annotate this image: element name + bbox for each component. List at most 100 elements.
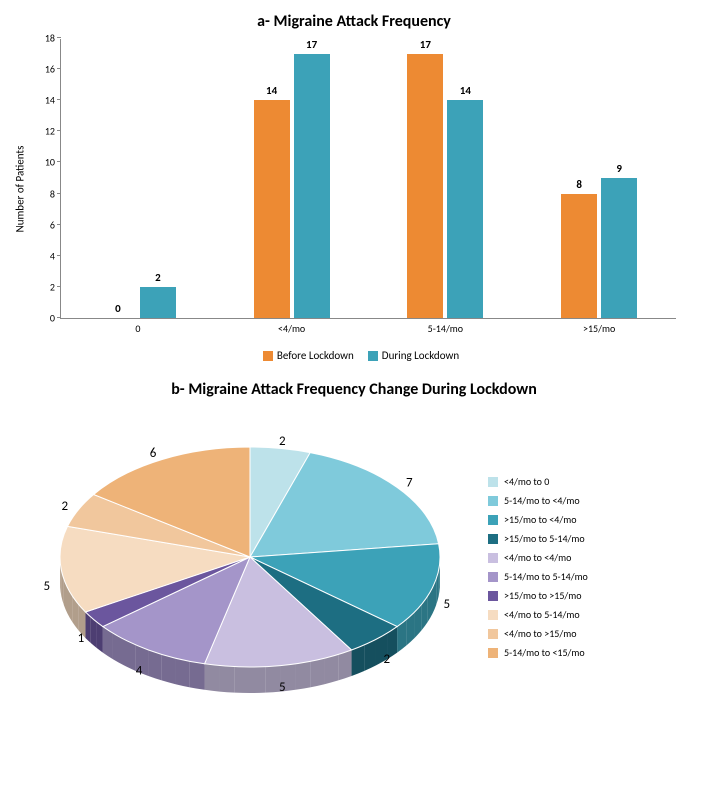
pie-slice-label: 6 <box>150 446 157 461</box>
pie-slice-label: 2 <box>61 499 68 514</box>
x-category-label: >15/mo <box>583 322 615 335</box>
legend-label: <4/mo to 5-14/mo <box>504 605 580 624</box>
pie-chart-title: b- Migraine Attack Frequency Change Duri… <box>12 380 696 399</box>
bar-value-label: 14 <box>266 84 277 97</box>
pie-legend-row: <4/mo to 0 <box>488 472 588 491</box>
legend-swatch <box>488 534 498 544</box>
pie-slice-side <box>190 661 205 689</box>
y-tick: 16 <box>33 63 55 76</box>
bar: 2 <box>140 287 176 318</box>
pie-slice-side <box>162 654 176 684</box>
bar-chart-legend: Before Lockdown During Lockdown <box>12 349 696 362</box>
pie-chart-wrap: 2752541526 <4/mo to 05-14/mo to <4/mo>15… <box>30 407 696 727</box>
y-tick: 12 <box>33 125 55 138</box>
pie-slice-side <box>324 654 338 684</box>
pie-slice-label: 2 <box>384 652 391 667</box>
x-category-label: 0 <box>135 322 140 335</box>
pie-slice-side <box>338 650 351 680</box>
legend-swatch <box>488 610 498 620</box>
pie-slice-label: 5 <box>443 597 450 612</box>
y-tick: 10 <box>33 156 55 169</box>
pie-chart-legend: <4/mo to 05-14/mo to <4/mo>15/mo to <4/m… <box>488 472 588 662</box>
pie-legend-row: >15/mo to 5-14/mo <box>488 529 588 548</box>
y-tick: 8 <box>33 187 55 200</box>
legend-swatch <box>488 477 498 487</box>
bar-value-label: 14 <box>460 84 471 97</box>
bar: 8 <box>561 194 597 318</box>
bar-value-label: 0 <box>115 302 121 315</box>
y-tick: 4 <box>33 249 55 262</box>
bar: 17 <box>294 54 330 318</box>
legend-swatch <box>488 591 498 601</box>
pie-chart-svg: 2752541526 <box>30 407 470 727</box>
pie-slice-side <box>310 658 324 687</box>
y-tick: 2 <box>33 280 55 293</box>
x-category-label: <4/mo <box>278 322 305 335</box>
y-tick: 14 <box>33 94 55 107</box>
bar: 14 <box>254 100 290 318</box>
pie-legend-row: >15/mo to >15/mo <box>488 586 588 605</box>
bar-plot-area: 0246810121416180201417<4/mo17145-14/mo89… <box>60 39 676 319</box>
pie-slice-label: 1 <box>78 631 85 646</box>
legend-swatch <box>368 351 378 361</box>
legend-label: >15/mo to <4/mo <box>504 510 576 529</box>
bar-group: 02 <box>100 287 176 318</box>
legend-swatch <box>488 629 498 639</box>
pie-slice-side <box>205 664 220 692</box>
y-tick: 18 <box>33 32 55 45</box>
bar: 9 <box>601 178 637 318</box>
bar-chart-area: Number of Patients 024681012141618020141… <box>60 39 676 339</box>
pie-legend-row: >15/mo to <4/mo <box>488 510 588 529</box>
pie-title-text: Migraine Attack Frequency Change During … <box>188 380 536 399</box>
pie-slice-side <box>235 667 250 693</box>
legend-swatch <box>488 572 498 582</box>
pie-slice-side <box>220 666 235 693</box>
legend-label: 5-14/mo to 5-14/mo <box>504 567 588 586</box>
bar-value-label: 8 <box>576 178 582 191</box>
legend-swatch <box>263 351 273 361</box>
bar-value-label: 9 <box>616 162 622 175</box>
y-axis-label: Number of Patients <box>14 146 27 233</box>
bar-group: 89 <box>561 178 637 318</box>
bar-value-label: 17 <box>420 38 431 51</box>
pie-legend-row: 5-14/mo to 5-14/mo <box>488 567 588 586</box>
bar-group: 1417 <box>254 54 330 318</box>
legend-swatch <box>488 648 498 658</box>
pie-legend-row: 5-14/mo to <15/mo <box>488 643 588 662</box>
legend-label: Before Lockdown <box>277 349 354 362</box>
x-category-label: 5-14/mo <box>428 322 463 335</box>
pie-slice-side <box>295 661 310 689</box>
legend-label: >15/mo to 5-14/mo <box>504 529 585 548</box>
pie-slice-label: 5 <box>279 680 286 695</box>
legend-swatch <box>488 553 498 563</box>
y-tick: 0 <box>33 312 55 325</box>
bar-group: 1714 <box>407 54 483 318</box>
legend-swatch <box>488 496 498 506</box>
pie-slice-label: 4 <box>136 663 143 678</box>
pie-slice-label: 2 <box>279 434 286 449</box>
pie-slice-side <box>250 667 265 693</box>
bar-title-text: Migraine Attack Frequency <box>274 12 451 31</box>
bar: 17 <box>407 54 443 318</box>
legend-label: <4/mo to <4/mo <box>504 548 571 567</box>
legend-label: <4/mo to 0 <box>504 472 549 491</box>
legend-label: <4/mo to >15/mo <box>504 624 576 643</box>
bar-title-prefix: a- <box>257 12 270 31</box>
pie-slice-side <box>176 658 190 687</box>
bar-chart-title: a- Migraine Attack Frequency <box>12 12 696 31</box>
legend-label: 5-14/mo to <15/mo <box>504 643 585 662</box>
bar: 14 <box>447 100 483 318</box>
pie-slice-label: 7 <box>406 475 413 490</box>
legend-swatch <box>488 515 498 525</box>
pie-title-prefix: b- <box>171 380 184 399</box>
legend-label: During Lockdown <box>382 349 459 362</box>
pie-legend-row: <4/mo to >15/mo <box>488 624 588 643</box>
pie-legend-row: <4/mo to 5-14/mo <box>488 605 588 624</box>
pie-legend-row: 5-14/mo to <4/mo <box>488 491 588 510</box>
legend-label: 5-14/mo to <4/mo <box>504 491 580 510</box>
bar-value-label: 17 <box>306 38 317 51</box>
bar-value-label: 2 <box>155 271 161 284</box>
pie-slice-side <box>148 650 161 680</box>
legend-label: >15/mo to >15/mo <box>504 586 582 605</box>
y-tick: 6 <box>33 218 55 231</box>
